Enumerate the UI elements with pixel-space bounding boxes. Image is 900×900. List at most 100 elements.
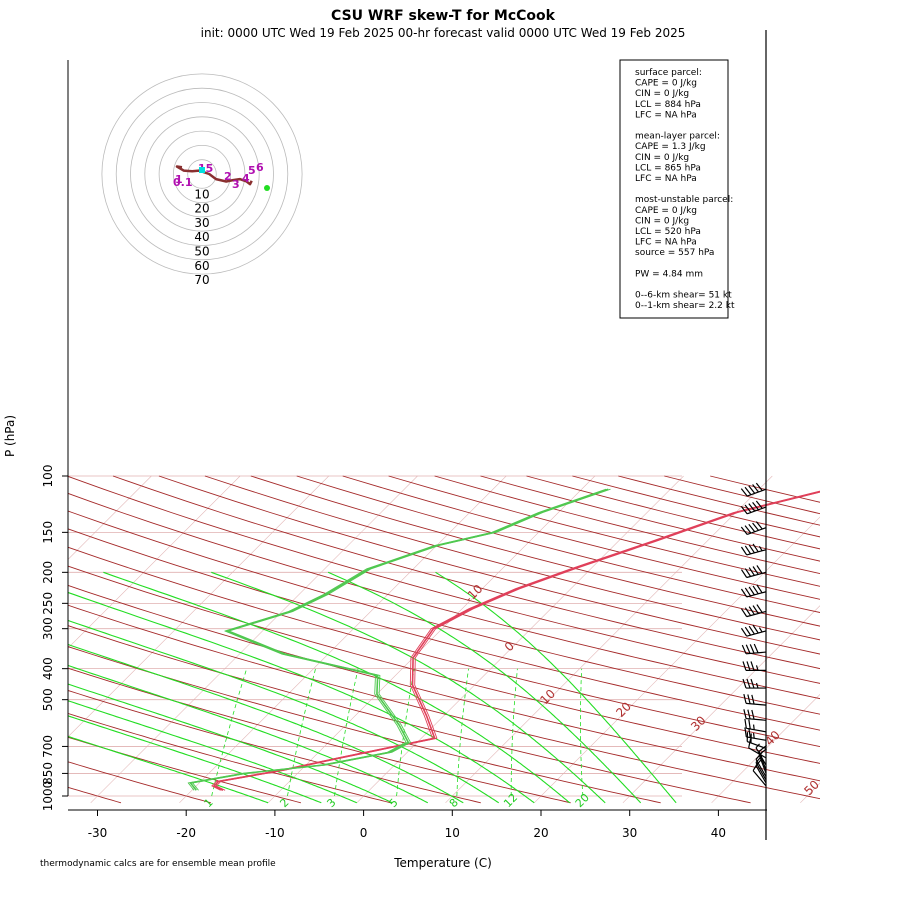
x-tick-label: -10 — [265, 826, 285, 840]
moist-adiabat — [103, 571, 571, 804]
info-line — [635, 185, 638, 195]
dry-adiabat — [68, 625, 751, 804]
barb-feather — [756, 565, 763, 574]
info-line: LCL = 865 hPa — [635, 163, 701, 173]
barb-feather — [744, 486, 752, 496]
wind-barb — [740, 500, 767, 515]
footnote: thermodynamic calcs are for ensemble mea… — [40, 859, 276, 869]
info-line: CIN = 0 J/kg — [635, 153, 689, 163]
wind-barb-panel — [740, 30, 767, 840]
wind-barb — [740, 584, 767, 598]
x-tick-label: -20 — [176, 826, 196, 840]
wind-barb — [743, 709, 767, 721]
isotherm-line — [68, 475, 152, 560]
dewpoint-line — [192, 488, 611, 791]
isotherm-line — [622, 605, 820, 803]
barb-feather — [740, 588, 748, 598]
barb-staff — [746, 630, 767, 637]
dry-adiabat — [68, 565, 820, 764]
barb-staff — [755, 759, 767, 777]
barb-feather — [744, 525, 752, 534]
isotherm-label: 20 — [613, 699, 634, 720]
hodograph-ring — [158, 130, 246, 218]
dry-adiabat — [388, 475, 820, 587]
isotherm-line — [68, 475, 241, 649]
barb-feather — [752, 624, 759, 634]
isobar-grid — [68, 475, 682, 797]
hodograph-height-label: 0.1 — [173, 176, 193, 189]
dry-adiabat-grid — [0, 475, 820, 804]
dry-adiabat — [250, 475, 820, 627]
dry-adiabat — [204, 475, 820, 641]
info-line: LFC = NA hPa — [635, 238, 697, 248]
wind-barb — [740, 624, 767, 637]
temperature-line — [215, 491, 820, 791]
x-tick-label: 40 — [711, 826, 726, 840]
isotherm-line — [90, 475, 418, 803]
barb-staff — [755, 762, 767, 781]
isotherm-line — [179, 475, 507, 803]
moist-adiabat — [68, 619, 500, 804]
mixing-ratio-line — [334, 668, 359, 797]
hodograph-ring-label: 30 — [194, 216, 209, 230]
barb-staff — [746, 610, 767, 618]
isotherm-line — [356, 475, 684, 803]
barb-staff — [746, 571, 767, 579]
hodograph-ring-label: 50 — [194, 245, 209, 259]
dry-adiabat — [68, 584, 820, 782]
profile-series — [187, 488, 820, 792]
barb-feather — [750, 678, 755, 689]
hodograph-ring-label: 60 — [194, 259, 209, 273]
hodograph-ring — [130, 102, 274, 246]
hodograph-ring — [187, 159, 217, 189]
x-tick-label: 10 — [445, 826, 460, 840]
info-line: PW = 4.84 mm — [635, 269, 703, 279]
info-line: mean-layer parcel: — [635, 132, 720, 142]
moist-adiabat — [211, 571, 606, 804]
barb-half-feather — [755, 743, 761, 749]
hodograph-height-label: 6 — [256, 161, 264, 174]
x-tick-label: -30 — [88, 826, 108, 840]
y-tick-label: 250 — [41, 592, 55, 615]
info-line: LCL = 884 hPa — [635, 100, 701, 110]
y-tick-label: 100 — [41, 465, 55, 488]
mixing-ratio-label: 3 — [324, 796, 338, 810]
wind-barb — [743, 694, 767, 706]
hodograph-height-label: 5 — [248, 164, 256, 177]
barb-half-feather — [752, 733, 755, 739]
barb-staff — [747, 527, 767, 536]
barb-feather — [740, 569, 748, 578]
barb-feather — [751, 694, 755, 705]
barb-feather — [755, 521, 763, 530]
x-tick-label: 0 — [360, 826, 368, 840]
barb-feather — [748, 738, 752, 748]
y-tick-label: 700 — [41, 735, 55, 758]
hodograph-ring-label: 20 — [194, 202, 209, 216]
barb-staff — [747, 488, 767, 497]
hodograph-ring — [144, 116, 260, 232]
barb-feather — [745, 644, 751, 654]
info-line: 0--1-km shear= 2.2 kt — [635, 301, 735, 311]
barb-feather — [755, 751, 763, 760]
temperature-line — [213, 490, 820, 792]
dry-adiabat — [0, 476, 31, 803]
barb-feather — [744, 718, 747, 729]
barb-feather — [756, 604, 763, 613]
barb-feather — [748, 719, 751, 730]
x-axis: -30 -20 -10 0 10 20 30 40 — [68, 809, 767, 840]
barb-staff — [747, 506, 767, 515]
barb-feather — [740, 608, 748, 617]
barb-feather — [755, 482, 763, 491]
barb-staff — [746, 651, 767, 655]
wind-barb — [741, 643, 767, 655]
dry-adiabat — [68, 475, 820, 684]
info-line: 0--6-km shear= 51 kt — [635, 291, 732, 301]
barb-feather — [748, 485, 756, 494]
dry-adiabat — [112, 475, 820, 670]
dry-adiabat — [68, 646, 661, 804]
barb-feather — [740, 488, 748, 497]
isotherm-label: -10 — [462, 582, 486, 606]
barb-feather — [752, 484, 759, 493]
barb-feather — [752, 605, 759, 614]
